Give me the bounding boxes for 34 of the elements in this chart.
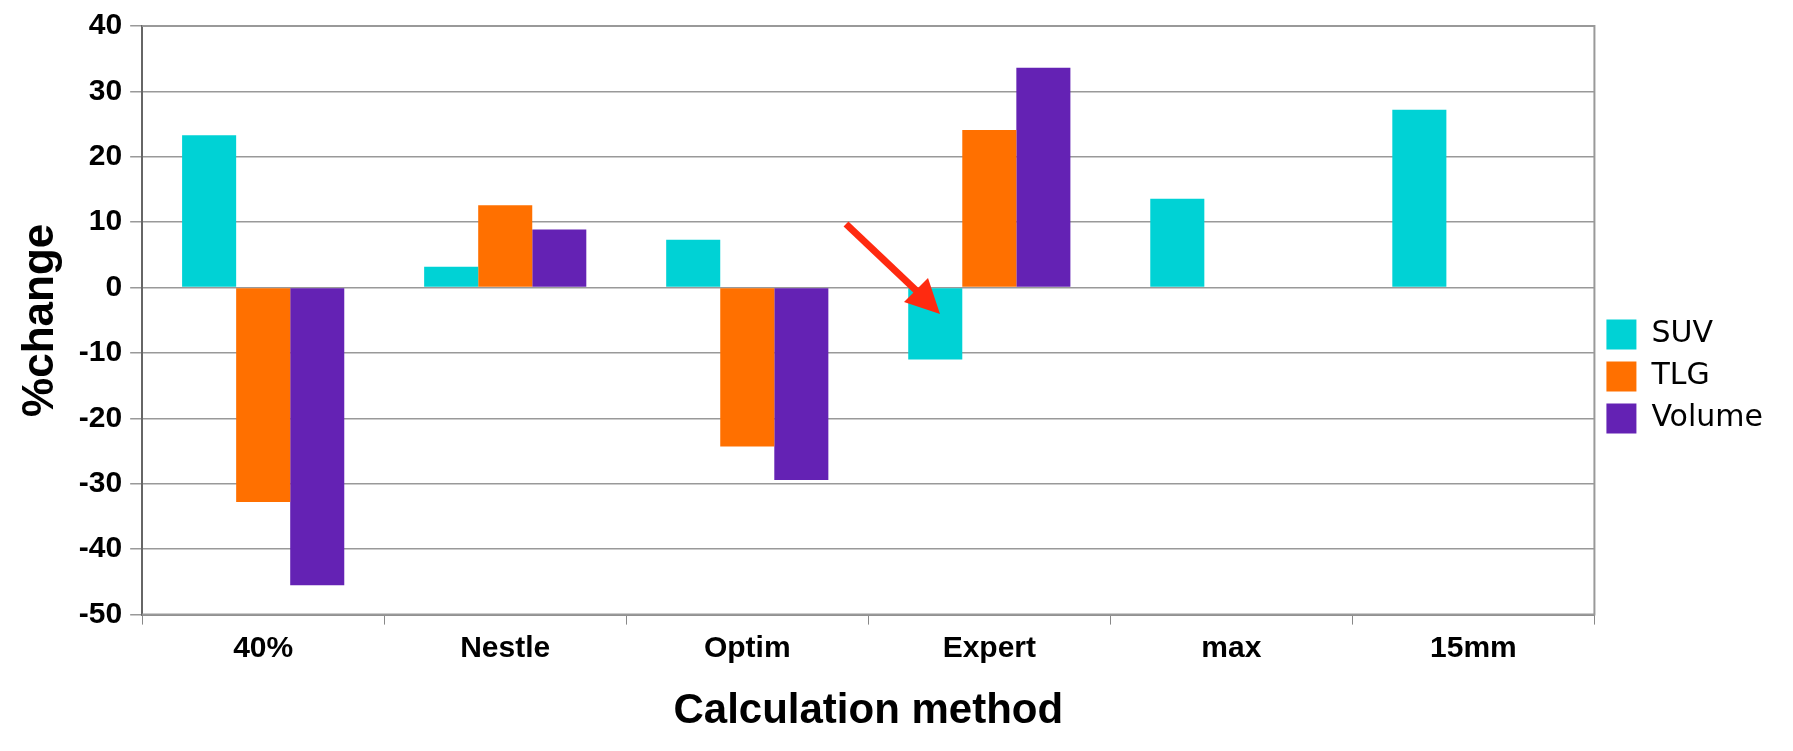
y-tick-label: 0: [105, 268, 123, 302]
bar: [182, 135, 237, 287]
bar: [1150, 198, 1205, 287]
x-tick-label: 15mm: [1430, 629, 1517, 663]
bar: [962, 129, 1017, 287]
x-tick-label: Optim: [703, 629, 791, 663]
bar: [1016, 67, 1071, 287]
x-tick-label: Nestle: [460, 629, 551, 663]
y-tick-label: 20: [88, 138, 123, 172]
bar: [720, 288, 775, 447]
bar: [290, 288, 345, 586]
x-axis-title: Calculation method: [673, 685, 1064, 733]
y-tick-label: 30: [88, 72, 123, 106]
y-tick-label: -50: [78, 595, 123, 629]
x-tick-label: Expert: [942, 629, 1036, 663]
legend-label: Volume: [1651, 398, 1763, 434]
x-tick-label: 40%: [233, 629, 294, 663]
y-tick-label: -40: [78, 530, 123, 564]
y-tick-label: 10: [88, 203, 123, 237]
legend-label: TLG: [1650, 356, 1710, 392]
bar: [236, 288, 291, 503]
bar: [1392, 109, 1447, 287]
y-axis-title: %change: [12, 223, 62, 417]
bar: [666, 239, 721, 287]
x-tick-label: max: [1201, 629, 1262, 663]
y-tick-label: -30: [78, 465, 123, 499]
y-tick-label: -10: [78, 334, 123, 368]
y-tick-label: 40: [88, 7, 123, 41]
legend-label: SUV: [1651, 314, 1714, 350]
bar: [774, 288, 829, 480]
bar: [532, 229, 587, 287]
y-tick-label: -20: [78, 399, 123, 433]
bar: [424, 266, 479, 287]
bar: [478, 205, 533, 287]
